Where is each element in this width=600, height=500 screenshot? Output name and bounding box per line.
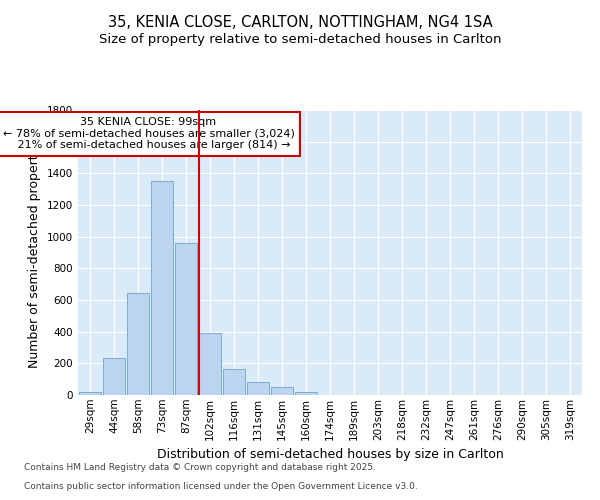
Text: Contains HM Land Registry data © Crown copyright and database right 2025.: Contains HM Land Registry data © Crown c… <box>24 464 376 472</box>
Bar <box>175 243 197 395</box>
X-axis label: Distribution of semi-detached houses by size in Carlton: Distribution of semi-detached houses by … <box>157 448 503 461</box>
Bar <box>223 369 245 395</box>
Bar <box>295 392 317 395</box>
Bar <box>127 293 149 395</box>
Bar <box>199 333 221 395</box>
Bar <box>151 182 173 395</box>
Y-axis label: Number of semi-detached properties: Number of semi-detached properties <box>28 137 41 368</box>
Bar <box>79 392 101 395</box>
Text: Contains public sector information licensed under the Open Government Licence v3: Contains public sector information licen… <box>24 482 418 491</box>
Text: 35 KENIA CLOSE: 99sqm
← 78% of semi-detached houses are smaller (3,024)
   21% o: 35 KENIA CLOSE: 99sqm ← 78% of semi-deta… <box>2 117 295 150</box>
Text: Size of property relative to semi-detached houses in Carlton: Size of property relative to semi-detach… <box>99 32 501 46</box>
Bar <box>247 382 269 395</box>
Bar <box>103 358 125 395</box>
Bar <box>271 387 293 395</box>
Text: 35, KENIA CLOSE, CARLTON, NOTTINGHAM, NG4 1SA: 35, KENIA CLOSE, CARLTON, NOTTINGHAM, NG… <box>107 15 493 30</box>
